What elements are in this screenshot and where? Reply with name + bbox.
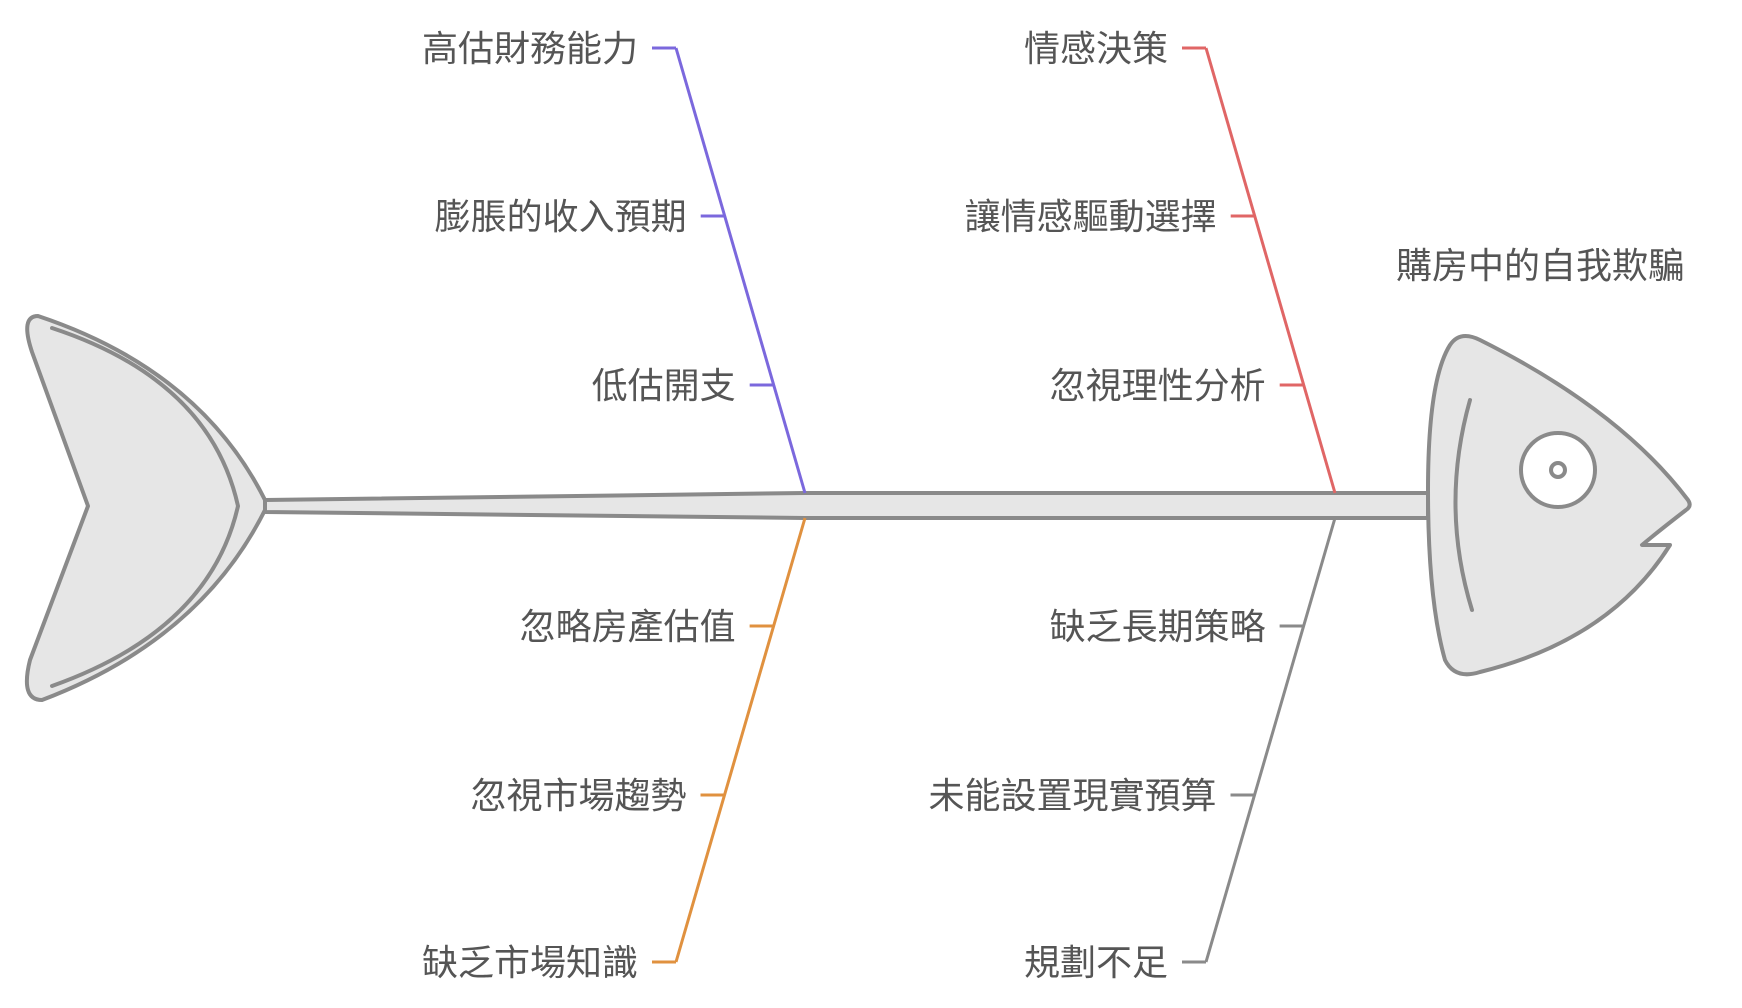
cause-label: 規劃不足 (1024, 943, 1168, 984)
cause-label: 缺乏長期策略 (1050, 607, 1266, 648)
fish-tail-detail (50, 326, 241, 688)
cause-label: 高估財務能力 (422, 29, 638, 70)
branch-purple (674, 47, 807, 494)
cause-label: 忽略房產估值 (520, 607, 736, 648)
cause-label: 未能設置現實預算 (929, 776, 1217, 817)
cause-label: 忽視理性分析 (1050, 366, 1266, 407)
cause-label: 忽視市場趨勢 (471, 776, 687, 817)
cause-label: 情感決策 (1024, 29, 1168, 70)
branch-gray (1204, 517, 1337, 963)
fish-pupil (1549, 461, 1567, 479)
fish-tail (25, 314, 267, 702)
fish-gill-line (1453, 398, 1474, 612)
cause-label: 低估開支 (592, 366, 736, 407)
branch-red (1204, 47, 1337, 494)
cause-label: 缺乏市場知識 (422, 943, 638, 984)
fish-eye (1519, 431, 1597, 509)
fish-spine (263, 491, 1430, 520)
cause-label: 讓情感驅動選擇 (965, 197, 1217, 238)
diagram-title: 購房中的自我欺騙 (1396, 246, 1684, 287)
branch-orange (674, 517, 807, 963)
cause-label: 膨脹的收入預期 (435, 197, 687, 238)
